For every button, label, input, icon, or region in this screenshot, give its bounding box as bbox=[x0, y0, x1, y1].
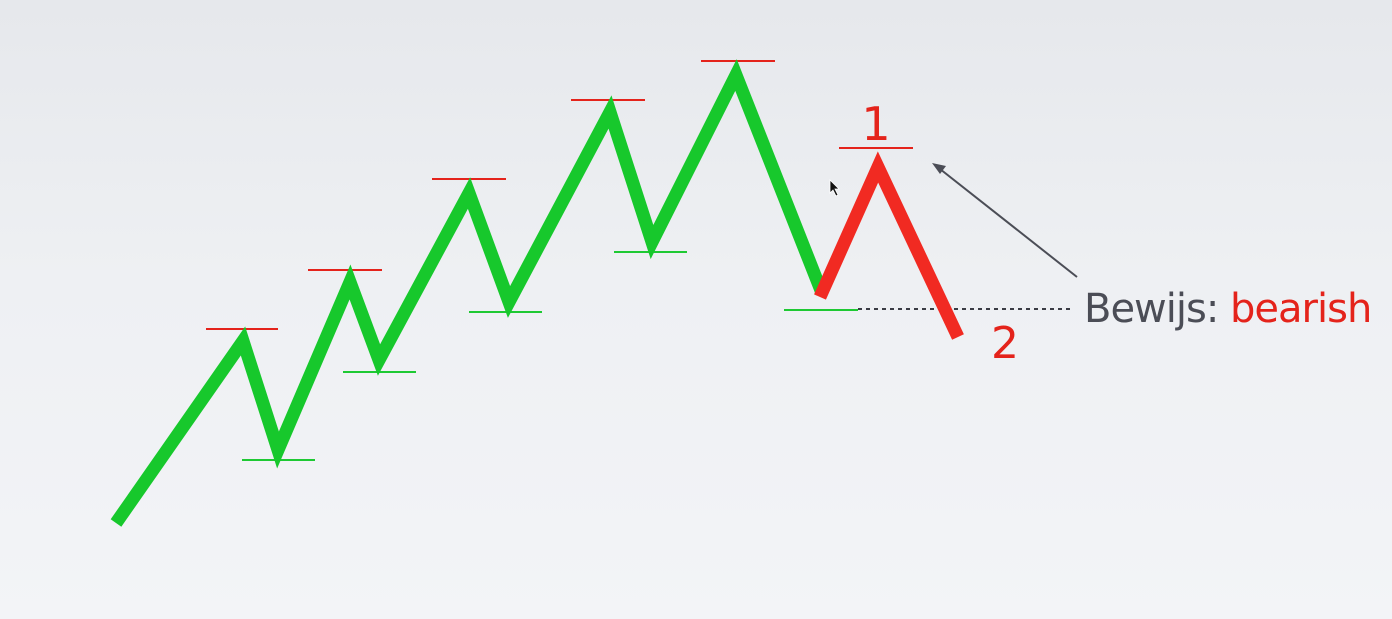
downtrend-zigzag-line bbox=[814, 151, 964, 340]
annotation-highlight: bearish bbox=[1230, 286, 1371, 332]
point-2-label: 2 bbox=[991, 318, 1019, 369]
uptrend-zigzag-line bbox=[110, 59, 829, 527]
annotation-arrow-line bbox=[939, 168, 1078, 278]
swing-low-markers bbox=[242, 251, 858, 461]
point-1-label: 1 bbox=[861, 97, 890, 151]
annotation-prefix: Bewijs: bbox=[1084, 286, 1230, 332]
arrow-cursor-icon bbox=[829, 179, 840, 197]
arrow-head-icon bbox=[932, 163, 946, 174]
swing-high-markers bbox=[206, 60, 913, 330]
annotation-text: Bewijs: bearish bbox=[1084, 286, 1371, 332]
